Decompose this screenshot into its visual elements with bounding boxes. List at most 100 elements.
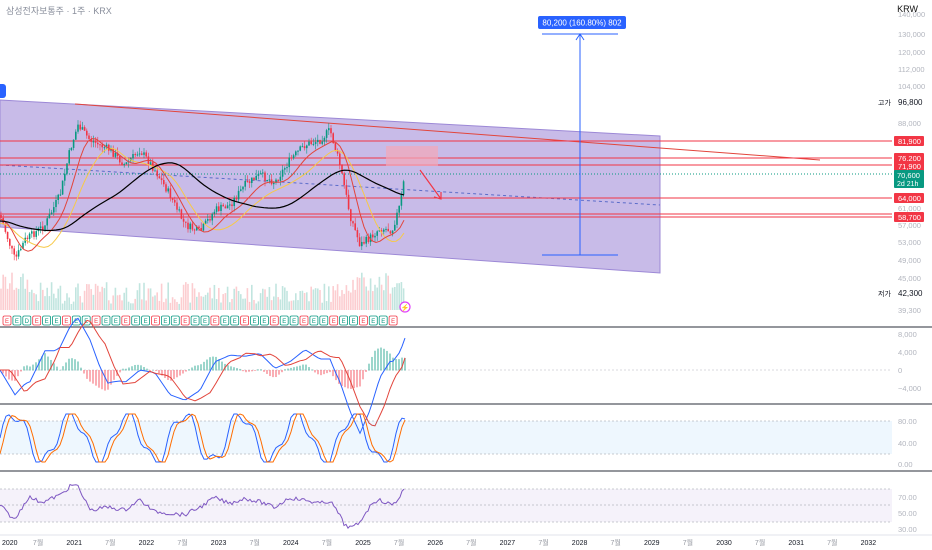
event-marker-letter: E xyxy=(124,319,128,325)
candle-body xyxy=(48,214,51,219)
event-marker[interactable] xyxy=(131,315,141,326)
high-value: 96,800 xyxy=(898,98,923,107)
time-tick: 2023 xyxy=(211,540,227,547)
event-marker[interactable] xyxy=(111,315,121,326)
macd-scale[interactable]: 8,000 4,000 0 −4,000 xyxy=(898,330,921,393)
candle-body xyxy=(200,227,202,231)
event-marker[interactable] xyxy=(52,315,61,326)
event-marker[interactable] xyxy=(220,315,230,326)
stoch-scale[interactable]: 80.00 40.00 0.00 xyxy=(898,417,917,469)
candle-body xyxy=(235,197,238,200)
time-tick: 7월 xyxy=(250,538,260,547)
macd-hist-bar xyxy=(317,370,319,375)
event-marker[interactable] xyxy=(388,315,398,326)
event-marker[interactable] xyxy=(81,315,91,326)
stoch-d-line[interactable] xyxy=(0,413,406,463)
event-marker[interactable] xyxy=(378,315,388,326)
event-marker[interactable] xyxy=(259,315,269,326)
macd-hist-bar xyxy=(11,370,13,381)
event-marker[interactable] xyxy=(339,315,349,326)
event-marker[interactable] xyxy=(230,315,240,326)
event-marker[interactable] xyxy=(329,315,339,326)
event-marker[interactable] xyxy=(210,315,220,326)
volume-bar xyxy=(292,300,295,310)
volume-bar xyxy=(339,296,341,310)
level-badge-bg xyxy=(894,153,924,163)
ma-yellow-line[interactable] xyxy=(0,147,405,248)
down-arrow[interactable] xyxy=(419,169,442,200)
event-marker[interactable] xyxy=(200,315,210,326)
macd-hist-bar xyxy=(392,357,394,371)
event-marker[interactable] xyxy=(349,315,358,326)
trendline[interactable] xyxy=(74,103,821,161)
event-marker[interactable] xyxy=(240,315,250,326)
event-marker[interactable] xyxy=(2,315,12,326)
candle-body xyxy=(253,177,255,181)
candle-body xyxy=(394,224,396,231)
volume-bar xyxy=(352,279,354,310)
stoch-k-line[interactable] xyxy=(0,413,406,463)
event-marker[interactable] xyxy=(289,315,299,326)
event-marker[interactable] xyxy=(121,315,131,326)
event-marker[interactable] xyxy=(299,315,309,326)
level-badge-text: 64,000 xyxy=(898,194,921,203)
event-marker[interactable] xyxy=(358,315,368,326)
candle-body xyxy=(402,181,405,195)
rsi-line[interactable] xyxy=(0,483,405,529)
event-marker[interactable] xyxy=(22,315,32,326)
event-marker-letter: E xyxy=(262,319,266,325)
time-axis[interactable]: 2020 7월 2021 7월 2022 7월 2023 7월 2024 7월 2025 7월 2026… xyxy=(2,538,876,547)
event-marker[interactable] xyxy=(319,315,329,326)
volume-bar xyxy=(314,288,317,310)
volume-bar xyxy=(24,288,26,310)
rsi-scale[interactable]: 70.00 50.00 30.00 xyxy=(898,493,917,534)
volume-bar xyxy=(246,288,249,310)
projection-box[interactable] xyxy=(386,146,438,166)
currency-label[interactable]: KRW xyxy=(897,4,918,14)
ma-black-line[interactable] xyxy=(0,162,405,232)
volume-bar xyxy=(297,300,299,310)
event-marker[interactable] xyxy=(151,315,160,326)
event-marker[interactable] xyxy=(190,315,200,326)
price-range-measure[interactable]: 80,200 (160.80%) 802 xyxy=(538,16,626,256)
event-marker[interactable] xyxy=(279,315,289,326)
event-marker[interactable] xyxy=(32,315,42,326)
event-marker[interactable] xyxy=(62,315,71,326)
candle-body xyxy=(319,139,321,144)
event-marker[interactable] xyxy=(12,315,22,326)
macd-tick: 0 xyxy=(898,366,902,375)
candlesticks[interactable] xyxy=(0,120,405,261)
channel-midline[interactable] xyxy=(0,164,661,206)
candle-body xyxy=(103,147,106,149)
macd-hist-bar xyxy=(59,369,61,371)
drawing-toolbar-handle[interactable] xyxy=(0,84,6,98)
macd-hist-bar xyxy=(17,370,19,377)
event-marker[interactable] xyxy=(170,315,180,326)
event-marker[interactable] xyxy=(141,315,151,326)
event-marker[interactable] xyxy=(368,315,378,326)
macd-line[interactable] xyxy=(0,317,406,435)
volume-bar xyxy=(191,283,194,310)
event-marker[interactable] xyxy=(91,315,101,326)
level-badge-bg xyxy=(894,161,924,171)
event-marker[interactable] xyxy=(180,315,190,326)
event-marker[interactable] xyxy=(160,315,170,326)
regression-channel[interactable] xyxy=(0,99,661,274)
event-marker[interactable] xyxy=(269,315,279,326)
ma-red-line[interactable] xyxy=(0,138,405,252)
event-marker[interactable] xyxy=(250,315,259,326)
event-marker[interactable] xyxy=(309,315,319,326)
flash-icon[interactable] xyxy=(399,301,411,313)
volume-bar xyxy=(262,288,264,310)
macd-hist-bar xyxy=(302,364,304,371)
event-marker-letter: E xyxy=(114,319,118,325)
macd-signal-line[interactable] xyxy=(0,319,406,427)
candle-body xyxy=(193,229,196,231)
candle-body xyxy=(11,245,13,249)
macd-hist-bar xyxy=(248,370,250,372)
event-marker[interactable] xyxy=(42,315,51,326)
event-marker[interactable] xyxy=(101,315,111,326)
